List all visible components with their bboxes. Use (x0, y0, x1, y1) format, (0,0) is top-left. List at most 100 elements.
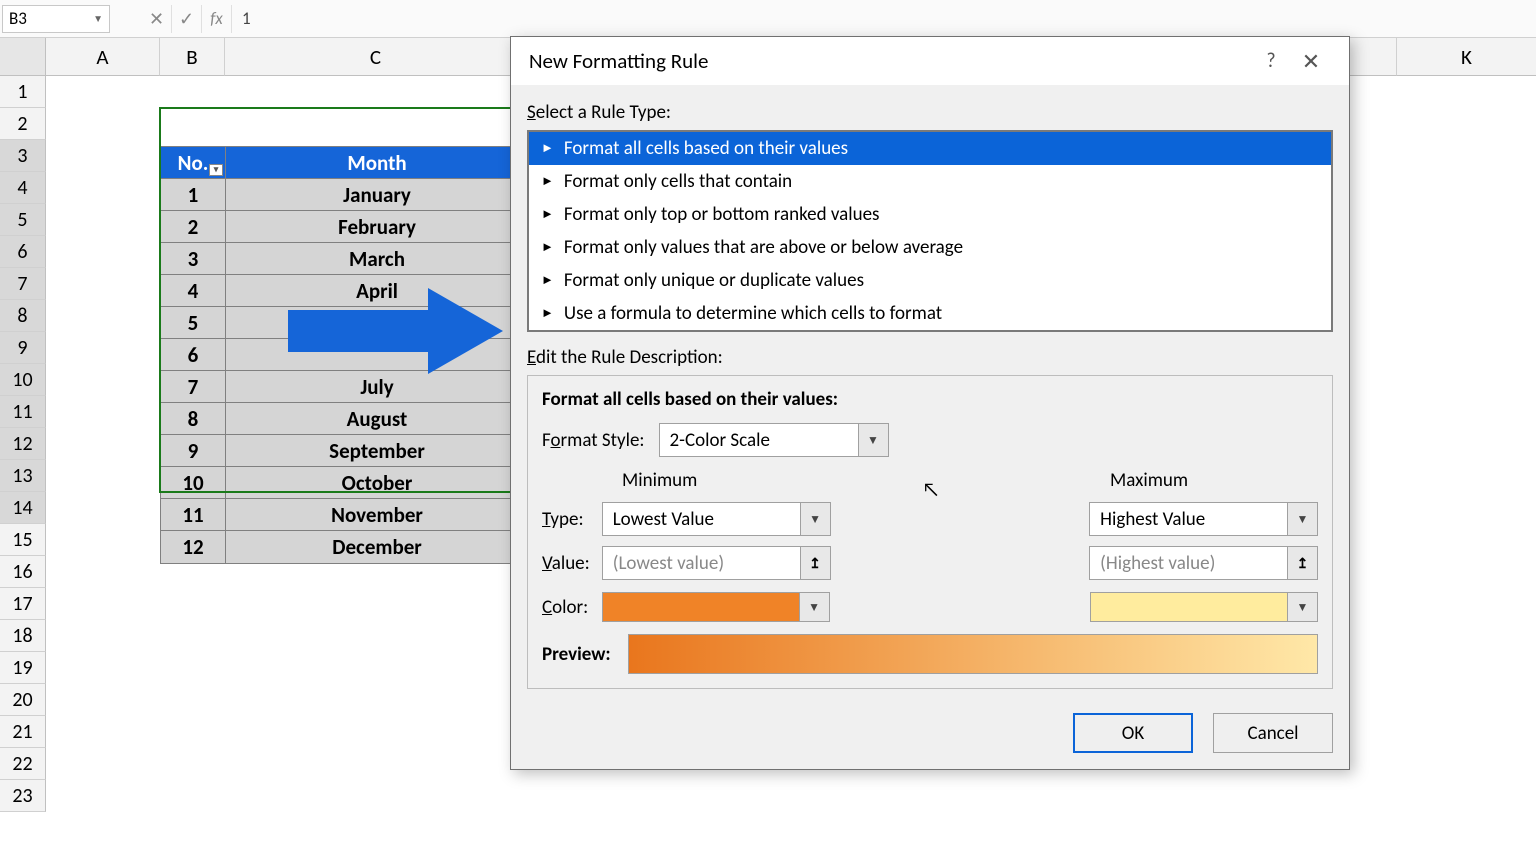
table-cell[interactable]: 3 (161, 243, 226, 275)
new-formatting-rule-dialog: New Formatting Rule ? ✕ Select a Rule Ty… (510, 36, 1350, 770)
preview-label: Preview: (542, 643, 618, 666)
rule-type-item[interactable]: ►Format only cells that contain (529, 165, 1331, 198)
table-cell[interactable]: February (226, 211, 528, 243)
table-cell[interactable]: July (226, 371, 528, 403)
bullet-icon: ► (541, 241, 554, 254)
cancel-formula-icon[interactable]: ✕ (142, 5, 172, 33)
table-cell[interactable]: November (226, 499, 528, 531)
row-header-3[interactable]: 3 (0, 140, 46, 172)
row-header-13[interactable]: 13 (0, 460, 46, 492)
dialog-help-icon[interactable]: ? (1251, 41, 1291, 81)
col-header-A[interactable]: A (46, 38, 160, 76)
min-type-dropdown[interactable]: Lowest Value ▼ (602, 502, 831, 536)
table-cell[interactable]: 8 (161, 403, 226, 435)
table-cell[interactable] (226, 339, 528, 371)
table-header[interactable]: Month (226, 147, 528, 179)
range-picker-icon[interactable]: ↥ (800, 547, 830, 579)
col-header-C[interactable]: C (225, 38, 527, 76)
rule-type-item[interactable]: ►Format only unique or duplicate values (529, 264, 1331, 297)
col-header-K[interactable]: K (1397, 38, 1536, 76)
table-cell[interactable]: January (226, 179, 528, 211)
row-header-8[interactable]: 8 (0, 300, 46, 332)
format-style-dropdown[interactable]: 2-Color Scale ▼ (659, 423, 889, 457)
chevron-down-icon: ▼ (800, 503, 830, 535)
col-header-B[interactable]: B (160, 38, 225, 76)
table-cell[interactable]: 4 (161, 275, 226, 307)
row-header-20[interactable]: 20 (0, 684, 46, 716)
max-color-picker[interactable]: ▼ (1090, 592, 1318, 622)
row-header-5[interactable]: 5 (0, 204, 46, 236)
cancel-button[interactable]: Cancel (1213, 713, 1333, 753)
row-header-15[interactable]: 15 (0, 524, 46, 556)
row-headers: 1234567891011121314151617181920212223 (0, 76, 46, 812)
dialog-title: New Formatting Rule (529, 48, 1251, 74)
table-cell[interactable]: 5 (161, 307, 226, 339)
table-cell[interactable]: 2 (161, 211, 226, 243)
table-cell[interactable]: October (226, 467, 528, 499)
table-cell[interactable]: 12 (161, 531, 226, 563)
row-header-4[interactable]: 4 (0, 172, 46, 204)
table-cell[interactable]: May (226, 307, 528, 339)
format-style-value: 2-Color Scale (660, 429, 858, 452)
select-all-corner[interactable] (0, 38, 46, 76)
rule-description-panel: Format all cells based on their values: … (527, 375, 1333, 689)
dialog-close-icon[interactable]: ✕ (1291, 41, 1331, 81)
rule-type-item[interactable]: ►Use a formula to determine which cells … (529, 297, 1331, 330)
rule-type-item[interactable]: ► Format only values that are above or be… (529, 231, 1331, 264)
row-header-7[interactable]: 7 (0, 268, 46, 300)
preview-gradient (628, 634, 1318, 674)
formula-input[interactable]: 1 (232, 8, 1536, 29)
table-header[interactable]: No.▾ (161, 147, 226, 179)
row-header-18[interactable]: 18 (0, 620, 46, 652)
row-header-2[interactable]: 2 (0, 108, 46, 140)
row-header-12[interactable]: 12 (0, 428, 46, 460)
row-header-19[interactable]: 19 (0, 652, 46, 684)
table-cell[interactable]: 7 (161, 371, 226, 403)
max-type-dropdown[interactable]: Highest Value ▼ (1089, 502, 1318, 536)
row-header-14[interactable]: 14 (0, 492, 46, 524)
range-picker-icon[interactable]: ↥ (1287, 547, 1317, 579)
name-box-dropdown-icon[interactable]: ▼ (93, 12, 103, 25)
chevron-down-icon: ▼ (800, 592, 830, 622)
bullet-icon: ► (541, 274, 554, 287)
name-box[interactable]: B3 ▼ (2, 5, 110, 33)
rule-type-list[interactable]: ►Format all cells based on their values►… (527, 130, 1333, 332)
chevron-down-icon: ▼ (858, 424, 888, 456)
row-header-10[interactable]: 10 (0, 364, 46, 396)
row-header-1[interactable]: 1 (0, 76, 46, 108)
chevron-down-icon: ▼ (1287, 503, 1317, 535)
table-cell[interactable]: December (226, 531, 528, 563)
format-style-label: Format Style: (542, 429, 645, 452)
enter-formula-icon[interactable]: ✓ (172, 5, 202, 33)
table-cell[interactable]: 9 (161, 435, 226, 467)
table-cell[interactable]: 1 (161, 179, 226, 211)
table-cell[interactable]: 6 (161, 339, 226, 371)
row-header-11[interactable]: 11 (0, 396, 46, 428)
row-header-21[interactable]: 21 (0, 716, 46, 748)
data-table: No.▾Month1January2February3March4April5M… (160, 146, 529, 564)
row-header-6[interactable]: 6 (0, 236, 46, 268)
table-cell[interactable]: August (226, 403, 528, 435)
filter-icon[interactable]: ▾ (209, 164, 223, 176)
fx-icon[interactable]: fx (202, 5, 232, 33)
max-value-input[interactable]: (Highest value) ↥ (1089, 546, 1318, 580)
row-header-9[interactable]: 9 (0, 332, 46, 364)
table-cell[interactable]: March (226, 243, 528, 275)
rule-type-item[interactable]: ►Format only top or bottom ranked values (529, 198, 1331, 231)
table-cell[interactable]: 10 (161, 467, 226, 499)
min-value-input[interactable]: (Lowest value) ↥ (602, 546, 831, 580)
ok-button[interactable]: OK (1073, 713, 1193, 753)
table-cell[interactable]: 11 (161, 499, 226, 531)
rule-type-item[interactable]: ►Format all cells based on their values (529, 132, 1331, 165)
min-color-swatch (602, 592, 800, 622)
min-color-picker[interactable]: ▼ (602, 592, 830, 622)
row-header-23[interactable]: 23 (0, 780, 46, 812)
row-header-22[interactable]: 22 (0, 748, 46, 780)
rule-type-label: Format only values that are above or bel… (564, 236, 963, 259)
row-header-17[interactable]: 17 (0, 588, 46, 620)
min-type-value: Lowest Value (603, 508, 800, 531)
table-cell[interactable]: April (226, 275, 528, 307)
dialog-body: Select a Rule Type: ►Format all cells ba… (511, 85, 1349, 703)
row-header-16[interactable]: 16 (0, 556, 46, 588)
table-cell[interactable]: September (226, 435, 528, 467)
